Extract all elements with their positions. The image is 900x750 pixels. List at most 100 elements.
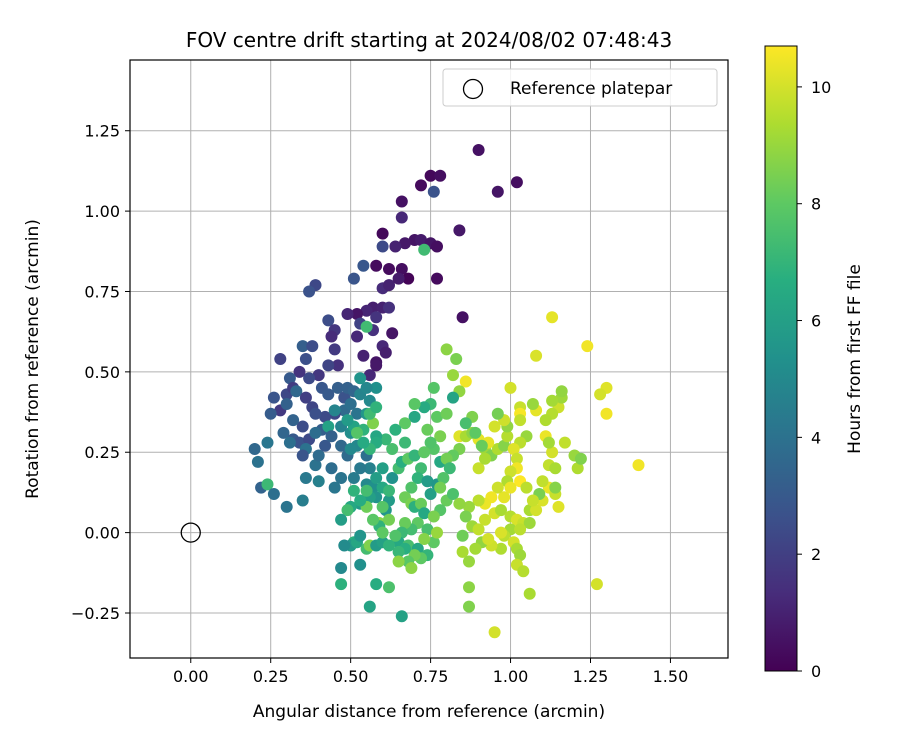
- data-point: [367, 513, 379, 526]
- data-point: [479, 513, 491, 526]
- data-point: [539, 414, 552, 427]
- data-point: [357, 349, 370, 362]
- y-tick-label: 0.75: [84, 282, 120, 301]
- data-point: [267, 391, 280, 404]
- y-axis-ticks: −0.25 0.00 0.25 0.50 0.75 1.00 1.25: [71, 122, 130, 623]
- data-point: [389, 240, 402, 253]
- data-point: [475, 439, 488, 452]
- data-point: [408, 449, 421, 462]
- data-point: [459, 510, 472, 523]
- data-point: [395, 211, 408, 224]
- data-point: [376, 240, 389, 253]
- data-point: [510, 176, 523, 189]
- data-point: [354, 372, 367, 385]
- data-point: [328, 404, 341, 417]
- data-point: [303, 285, 316, 298]
- data-point: [600, 407, 613, 420]
- data-point: [495, 542, 507, 555]
- data-point: [431, 526, 443, 539]
- data-point: [510, 452, 523, 465]
- data-point: [335, 578, 348, 591]
- x-tick-label: 1.50: [653, 667, 689, 686]
- data-point: [418, 243, 431, 256]
- data-point: [351, 407, 363, 420]
- data-point: [443, 462, 456, 475]
- data-point: [325, 462, 338, 475]
- data-point: [296, 420, 309, 433]
- data-point: [347, 484, 360, 497]
- data-point: [495, 526, 507, 539]
- x-tick-label: 1.00: [493, 667, 529, 686]
- data-point: [370, 311, 383, 324]
- data-point: [312, 369, 325, 382]
- data-point: [530, 504, 543, 517]
- data-point: [328, 343, 341, 356]
- data-point: [549, 481, 562, 494]
- data-point: [331, 381, 344, 394]
- data-point: [520, 481, 533, 494]
- data-point: [341, 504, 354, 517]
- data-point: [488, 626, 501, 639]
- data-point: [415, 462, 427, 475]
- data-point: [283, 372, 296, 385]
- data-point: [415, 497, 427, 510]
- data-point: [472, 523, 485, 536]
- data-point: [322, 388, 335, 401]
- data-point: [456, 545, 469, 558]
- chart-title: FOV centre drift starting at 2024/08/02 …: [186, 28, 672, 52]
- data-point: [290, 385, 303, 398]
- data-point: [437, 472, 450, 484]
- data-point: [504, 465, 517, 478]
- colorbar-tick-label: 8: [811, 195, 821, 214]
- data-point: [395, 263, 408, 275]
- data-point: [447, 488, 459, 500]
- data-point: [434, 481, 447, 494]
- data-point: [463, 581, 475, 594]
- reference-platepar-marker: [180, 522, 201, 543]
- data-point: [472, 462, 485, 475]
- data-point: [415, 234, 427, 246]
- legend-box: [442, 68, 718, 107]
- data-point: [379, 346, 392, 359]
- data-point: [383, 581, 395, 594]
- data-point: [447, 391, 459, 404]
- data-point: [469, 542, 482, 555]
- data-point: [392, 555, 405, 568]
- colorbar-tick-label: 4: [811, 428, 821, 447]
- data-point: [456, 311, 469, 324]
- data-point: [319, 410, 332, 423]
- data-point: [363, 462, 376, 475]
- data-point: [546, 311, 559, 324]
- data-point: [399, 436, 411, 449]
- data-point: [427, 536, 440, 549]
- data-point: [495, 504, 507, 517]
- y-tick-label: 0.25: [84, 443, 120, 462]
- data-points: [248, 144, 645, 639]
- data-point: [341, 308, 354, 320]
- x-axis-ticks: 0.00 0.25 0.50 0.75 1.00 1.25 1.50: [173, 658, 688, 686]
- data-point: [360, 381, 373, 394]
- data-point: [322, 420, 335, 433]
- y-tick-label: −0.25: [71, 604, 120, 623]
- data-point: [431, 410, 443, 423]
- data-point: [453, 497, 466, 510]
- data-point: [335, 562, 348, 574]
- data-point: [421, 475, 434, 488]
- colorbar-label: Hours from first FF file: [845, 264, 865, 454]
- data-point: [450, 353, 463, 365]
- data-point: [501, 430, 514, 443]
- data-point: [376, 227, 389, 240]
- data-point: [280, 398, 293, 410]
- data-point: [370, 381, 383, 394]
- data-point: [370, 578, 383, 591]
- data-point: [555, 385, 568, 398]
- data-point: [498, 491, 511, 504]
- colorbar: 0 2 4 6 8 10 Hours from first FF file: [764, 45, 865, 681]
- data-point: [574, 452, 587, 465]
- data-point: [351, 308, 363, 320]
- x-tick-label: 0.75: [413, 667, 449, 686]
- data-point: [347, 472, 360, 484]
- data-point: [344, 443, 357, 455]
- data-point: [514, 414, 527, 427]
